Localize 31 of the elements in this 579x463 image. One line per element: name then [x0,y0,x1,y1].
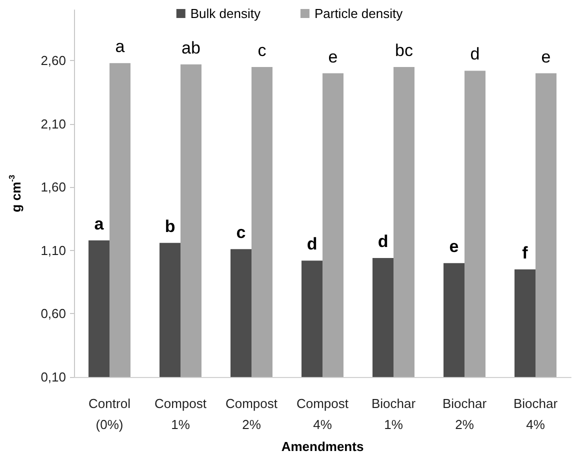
data-label: d [378,232,388,252]
x-tick-label: Biochar 2% [442,396,488,432]
x-tick-label: Biochar 1% [371,396,416,432]
legend-label: Particle density [314,6,404,21]
data-label: e [328,47,338,66]
x-tick-label: Compost 4% [296,396,349,432]
x-tick-label: Biochar 4% [513,396,558,432]
y-axis-title: g cm-3 [8,174,24,212]
y-tick-label: 2,60 [40,53,66,68]
data-label: d [306,234,318,254]
data-label: c [258,40,267,60]
x-axis-title: Amendments [281,438,364,454]
legend-label: Bulk density [190,6,261,21]
y-tick-label: 0,60 [40,306,66,322]
y-tick-label: 1,60 [40,180,66,195]
y-tick-label: 1,10 [40,242,66,258]
data-label: a [94,214,104,234]
data-label: ab [182,38,200,58]
data-label: e [449,237,459,256]
y-tick-label: 2,10 [40,116,66,132]
x-tick-label: Compost 2% [225,396,278,432]
data-label: a [115,37,126,56]
x-tick-label: Control (0%) [88,396,131,432]
y-tick-label: 0,10 [40,370,66,384]
data-label: b [164,216,176,236]
data-label: e [541,47,551,66]
data-label: c [236,223,246,242]
data-label: f [522,243,528,262]
data-label: d [470,44,480,64]
data-label: bc [395,40,414,60]
x-tick-label: Compost 1% [154,396,207,432]
